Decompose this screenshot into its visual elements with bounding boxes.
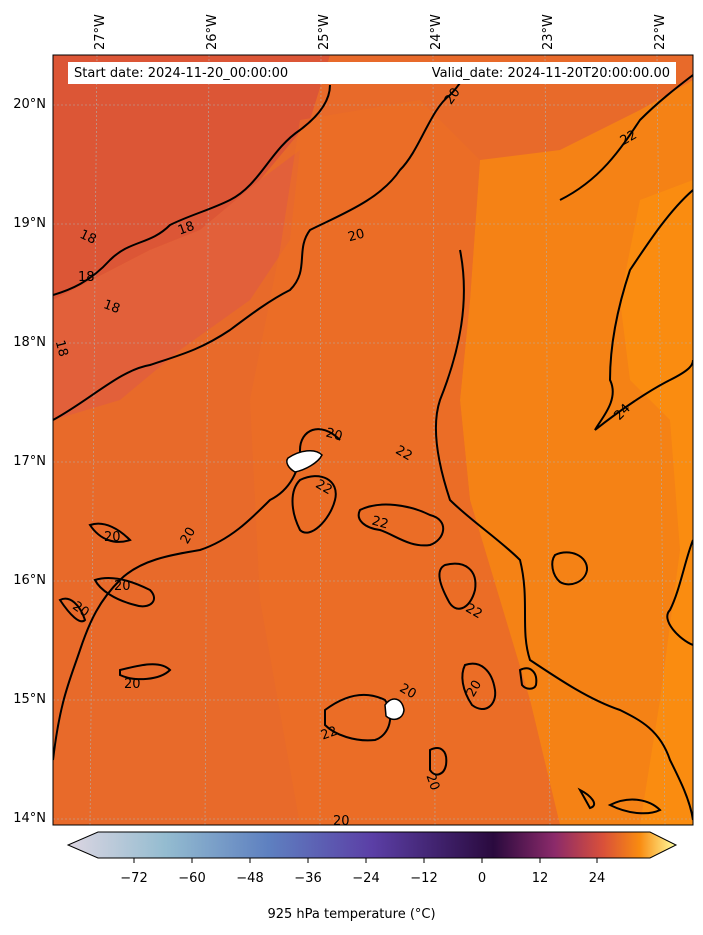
colorbar-tick-label: 0 bbox=[477, 871, 487, 886]
lat-label-19n: 19°N bbox=[13, 216, 46, 231]
graticule bbox=[53, 55, 693, 825]
contour-label: 20 bbox=[333, 814, 350, 829]
missing-data-patch bbox=[286, 450, 323, 473]
colorbar-label: 925 hPa temperature (°C) bbox=[267, 907, 436, 922]
colorbar-tick-label: 12 bbox=[531, 871, 549, 886]
mid-band bbox=[250, 100, 560, 825]
contour-label: 22 bbox=[393, 443, 415, 464]
contour-label: 20 bbox=[422, 772, 442, 793]
contour-lines bbox=[53, 64, 693, 821]
colorbar-tick-label: −36 bbox=[294, 871, 322, 886]
colorbar-tick-label: −24 bbox=[352, 871, 380, 886]
contour-label: 20 bbox=[114, 579, 131, 594]
contour-label: 20 bbox=[464, 678, 485, 700]
valid-date-text: Valid_date: 2024-11-20T20:00:00.00 bbox=[431, 66, 670, 81]
contour-label: 22 bbox=[370, 514, 390, 533]
contour-label: 20 bbox=[104, 530, 121, 545]
contour-label: 20 bbox=[397, 681, 419, 702]
lat-label-14n: 14°N bbox=[13, 811, 46, 826]
lon-label-27w: 27°W bbox=[93, 14, 108, 50]
contour-label: 22 bbox=[618, 128, 640, 149]
colorbar-tick-label: 24 bbox=[588, 871, 606, 886]
colorbar-tick-label: −48 bbox=[236, 871, 264, 886]
colorbar-tick-label: −72 bbox=[120, 871, 148, 886]
lat-label-15n: 15°N bbox=[13, 692, 46, 707]
lon-label-26w: 26°W bbox=[205, 14, 220, 50]
contour-label: 22 bbox=[463, 601, 485, 622]
lat-label-17n: 17°N bbox=[13, 454, 46, 469]
lon-label-22w: 22°W bbox=[653, 14, 668, 50]
lat-label-18n: 18°N bbox=[13, 335, 46, 350]
colorbar-tick-label: −12 bbox=[410, 871, 438, 886]
lon-label-24w: 24°W bbox=[429, 14, 444, 50]
lat-label-20n: 20°N bbox=[13, 97, 46, 112]
lon-label-23w: 23°W bbox=[541, 14, 556, 50]
contour-label: 20 bbox=[324, 426, 344, 445]
contour-label: 18 bbox=[176, 219, 197, 239]
lon-label-25w: 25°W bbox=[317, 14, 332, 50]
contour-label: 18 bbox=[78, 270, 95, 285]
contour-label: 18 bbox=[77, 227, 98, 248]
warmest-region bbox=[620, 180, 693, 825]
colorbar bbox=[66, 831, 678, 863]
colorbar-tick-label: −60 bbox=[178, 871, 206, 886]
contour-label: 20 bbox=[178, 525, 199, 547]
map-frame bbox=[52, 54, 694, 826]
start-date-text: Start date: 2024-11-20_00:00:00 bbox=[74, 66, 289, 81]
contour-label: 20 bbox=[124, 677, 141, 692]
cool-region-2 bbox=[53, 150, 300, 420]
contour-label: 18 bbox=[52, 339, 71, 359]
colorbar-bar bbox=[66, 831, 678, 859]
missing-data-patch-2 bbox=[384, 698, 405, 721]
date-info-box: Start date: 2024-11-20_00:00:00 Valid_da… bbox=[68, 62, 676, 84]
contour-label: 22 bbox=[313, 477, 335, 498]
contour-label: 20 bbox=[346, 227, 366, 246]
cool-region bbox=[53, 55, 330, 300]
colorbar-ticks bbox=[133, 858, 598, 863]
contour-label: 18 bbox=[101, 297, 122, 317]
lat-label-16n: 16°N bbox=[13, 573, 46, 588]
contour-label: 22 bbox=[319, 724, 340, 744]
